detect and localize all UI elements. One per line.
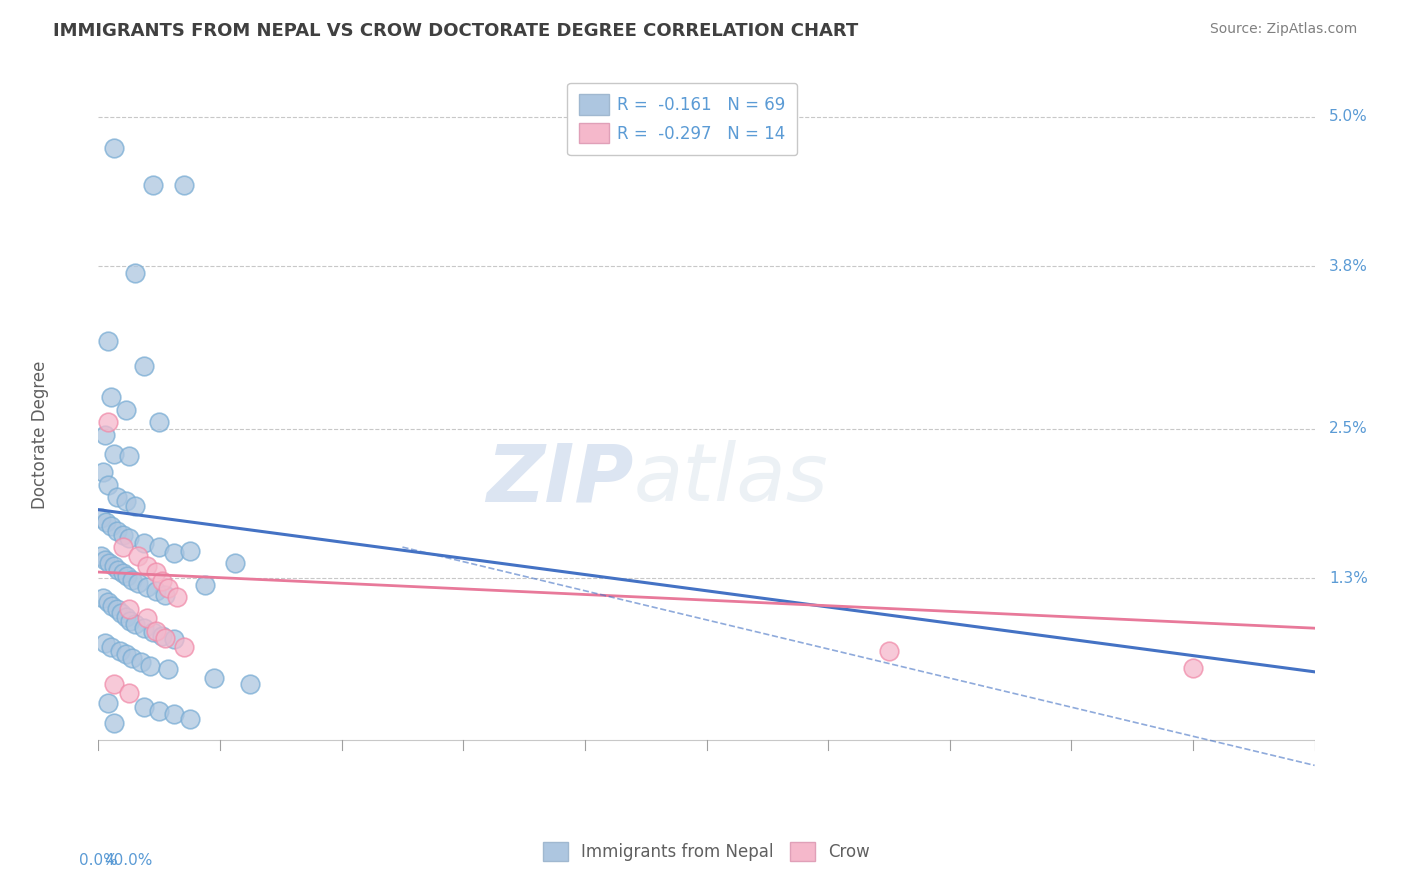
Point — [145, 583, 167, 598]
Text: Doctorate Degree: Doctorate Degree — [31, 360, 49, 509]
Point — [179, 544, 201, 558]
Point — [111, 527, 134, 541]
Point — [98, 557, 121, 571]
Point — [91, 591, 114, 606]
Point — [100, 519, 122, 533]
Point — [136, 558, 159, 573]
Point — [239, 677, 262, 691]
Point — [136, 611, 159, 625]
Text: ZIP: ZIP — [486, 440, 634, 518]
Point — [90, 511, 112, 525]
Point — [118, 686, 141, 700]
Text: 0.0%: 0.0% — [79, 853, 118, 868]
Point — [148, 704, 170, 718]
Point — [114, 403, 136, 417]
Point — [111, 566, 134, 581]
Point — [157, 662, 180, 676]
Point — [105, 490, 128, 504]
Point — [157, 581, 180, 595]
Point — [163, 632, 186, 647]
Point — [166, 590, 188, 604]
Point — [145, 565, 167, 579]
Point — [150, 574, 173, 588]
Point — [173, 640, 195, 654]
Point — [877, 643, 900, 657]
Point — [94, 515, 117, 529]
Point — [118, 532, 141, 546]
Point — [148, 540, 170, 554]
Point — [93, 636, 115, 650]
Point — [132, 536, 155, 550]
Point — [100, 640, 122, 654]
Point — [155, 587, 177, 601]
Point — [142, 178, 165, 193]
Point — [96, 595, 118, 609]
Point — [121, 651, 143, 665]
Text: 40.0%: 40.0% — [104, 853, 153, 868]
Point — [103, 716, 125, 731]
Point — [114, 648, 136, 662]
Point — [103, 141, 125, 155]
Point — [114, 610, 136, 624]
Point — [124, 617, 146, 632]
Point — [120, 614, 142, 628]
Point — [93, 427, 115, 442]
Point — [103, 558, 125, 573]
Point — [136, 580, 159, 594]
Point — [132, 359, 155, 374]
Point — [155, 631, 177, 645]
Point — [93, 552, 115, 566]
Text: IMMIGRANTS FROM NEPAL VS CROW DOCTORATE DEGREE CORRELATION CHART: IMMIGRANTS FROM NEPAL VS CROW DOCTORATE … — [53, 22, 859, 40]
Point — [96, 477, 118, 491]
Point — [103, 446, 125, 460]
Text: 5.0%: 5.0% — [1329, 110, 1368, 124]
Text: 1.3%: 1.3% — [1329, 571, 1368, 586]
Point — [96, 416, 118, 430]
Point — [194, 577, 217, 591]
Point — [145, 624, 167, 638]
Point — [101, 599, 124, 613]
Point — [173, 178, 195, 193]
Point — [127, 576, 149, 591]
Point — [105, 602, 128, 616]
Text: 2.5%: 2.5% — [1329, 421, 1368, 436]
Point — [179, 712, 201, 726]
Point — [100, 391, 122, 405]
Text: 3.8%: 3.8% — [1329, 259, 1368, 274]
Point — [150, 629, 173, 643]
Point — [117, 569, 139, 583]
Point — [163, 707, 186, 722]
Point — [139, 658, 162, 673]
Point — [108, 643, 131, 657]
Point — [90, 549, 112, 563]
Point — [118, 602, 141, 616]
Point — [118, 449, 141, 463]
Point — [202, 671, 225, 685]
Point — [124, 499, 146, 513]
Text: atlas: atlas — [634, 440, 828, 518]
Point — [132, 699, 155, 714]
Point — [124, 266, 146, 280]
Point — [129, 655, 152, 669]
Point — [148, 416, 170, 430]
Point — [103, 677, 125, 691]
Point — [224, 557, 246, 571]
Point — [111, 540, 134, 554]
Point — [110, 606, 132, 620]
Point — [121, 573, 143, 587]
Point — [105, 524, 128, 538]
Point — [96, 696, 118, 710]
Point — [1182, 661, 1205, 675]
Point — [127, 549, 149, 563]
Legend: Immigrants from Nepal, Crow: Immigrants from Nepal, Crow — [536, 836, 877, 868]
Point — [107, 563, 129, 577]
Text: Source: ZipAtlas.com: Source: ZipAtlas.com — [1209, 22, 1357, 37]
Point — [163, 546, 186, 560]
Point — [132, 621, 155, 635]
Point — [96, 334, 118, 349]
Point — [142, 624, 165, 639]
Point — [91, 465, 114, 479]
Point — [114, 494, 136, 508]
